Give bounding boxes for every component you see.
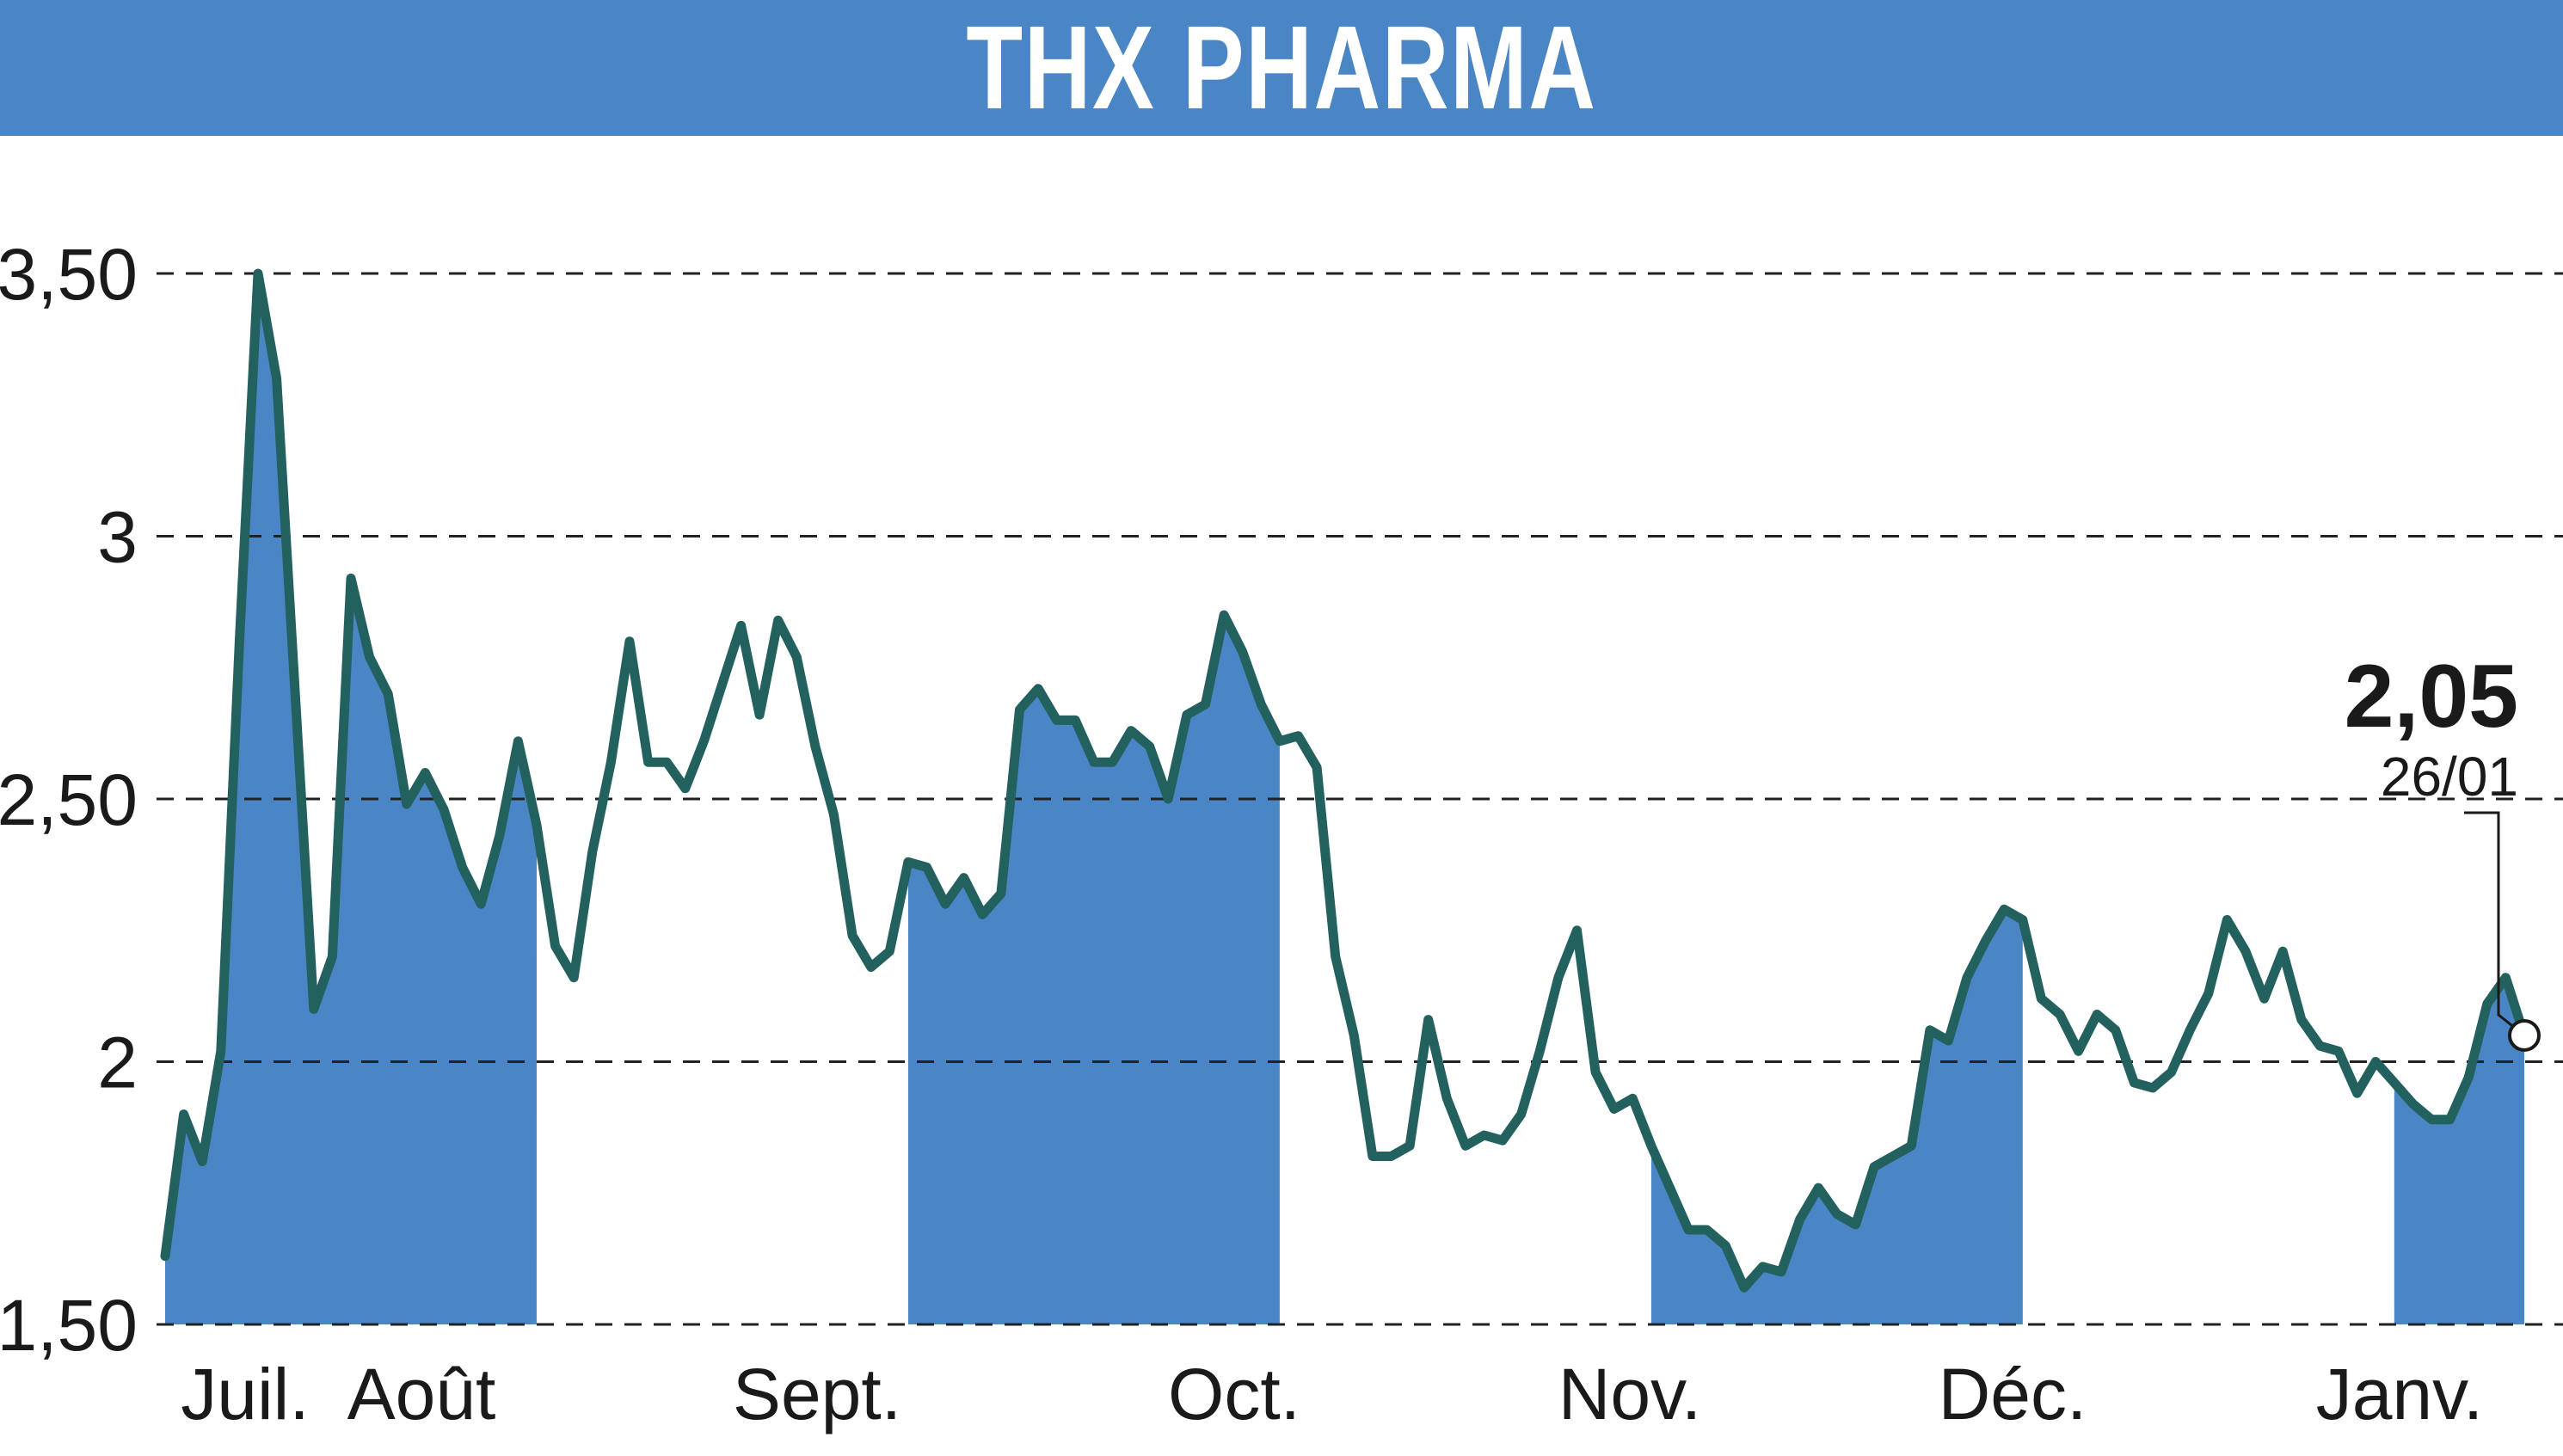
last-point-marker: [2508, 1018, 2541, 1052]
shaded-area-4: [1650, 909, 2023, 1324]
shaded-area-2: [907, 615, 1280, 1324]
y-tick-label: 2: [97, 1023, 138, 1103]
title-banner: THX PHARMA: [0, 0, 2563, 136]
x-axis-months: Juil. Août Sept. Oct. Nov. Déc. Janv.: [181, 1354, 2483, 1434]
y-tick-label: 1,50: [0, 1285, 138, 1366]
y-tick-label: 3,50: [0, 234, 138, 315]
price-line: [160, 268, 2529, 1293]
y-axis-ticks: 3,50 3 2,50 2 1,50: [0, 234, 138, 1366]
price-series: [160, 268, 2529, 1293]
last-value-label: 2,05: [2345, 647, 2518, 746]
month-label: Juil.: [181, 1354, 309, 1434]
y-tick-label: 2,50: [0, 759, 138, 840]
month-label: Nov.: [1558, 1354, 1701, 1434]
month-label: Août: [347, 1354, 496, 1434]
month-label: Sept.: [733, 1354, 901, 1434]
month-label: Déc.: [1939, 1354, 2087, 1434]
callout-leader: [2464, 811, 2517, 1030]
last-date-label: 26/01: [2381, 746, 2518, 808]
y-tick-label: 3: [97, 497, 138, 578]
month-label: Janv.: [2316, 1354, 2484, 1434]
chart-title: THX PHARMA: [966, 2, 1597, 134]
shaded-area-6: [2394, 977, 2524, 1324]
month-label: Oct.: [1168, 1354, 1300, 1434]
